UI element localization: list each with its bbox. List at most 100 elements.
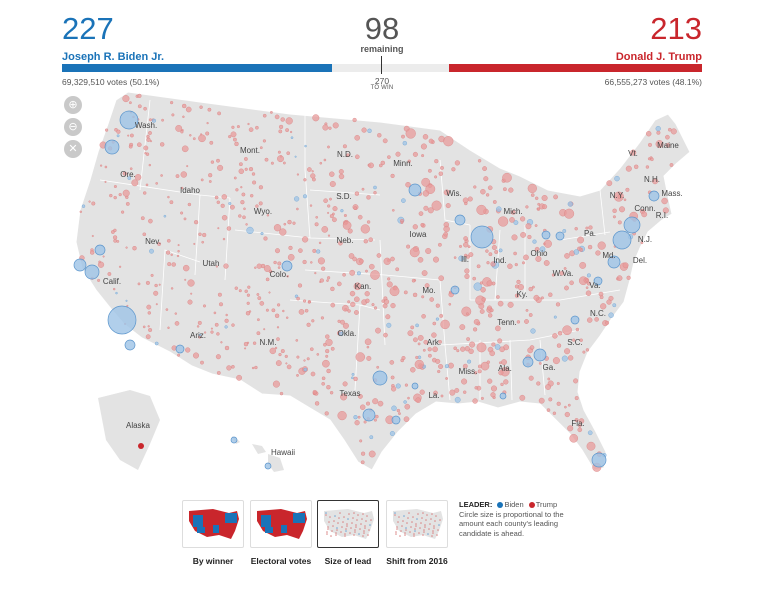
- county-circle: [417, 256, 424, 263]
- county-circle: [390, 375, 395, 380]
- thumbnail-county-dot: [328, 521, 330, 523]
- county-circle: [347, 228, 353, 234]
- view-option-label[interactable]: Electoral votes: [250, 556, 312, 566]
- view-option-electoral-votes[interactable]: [250, 500, 312, 548]
- county-circle: [292, 221, 296, 225]
- county-circle: [174, 321, 180, 326]
- county-circle: [373, 306, 378, 310]
- county-circle: [665, 134, 670, 140]
- zoom-out-icon[interactable]: ⊖: [64, 118, 82, 136]
- metro-circle: [499, 392, 507, 400]
- county-circle: [567, 201, 573, 207]
- view-option-by-winner[interactable]: [182, 500, 244, 548]
- county-circle: [279, 124, 284, 129]
- county-circle: [165, 308, 169, 311]
- county-circle: [539, 246, 546, 252]
- thumbnail-county-dot: [403, 515, 405, 517]
- county-circle: [479, 309, 485, 314]
- county-circle: [206, 121, 209, 125]
- county-circle: [226, 226, 232, 231]
- county-circle: [342, 144, 347, 149]
- county-circle: [271, 308, 276, 313]
- state-label: Pa.: [584, 229, 596, 238]
- county-circle: [548, 292, 553, 297]
- county-circle: [234, 286, 239, 290]
- metro-circle: [175, 344, 185, 354]
- county-circle: [458, 255, 465, 262]
- county-circle: [519, 394, 526, 401]
- county-circle: [360, 460, 365, 465]
- county-circle: [562, 325, 572, 336]
- county-circle: [353, 282, 362, 291]
- county-circle: [507, 263, 513, 269]
- county-circle: [646, 130, 652, 137]
- thumbnail-county-dot: [354, 531, 356, 533]
- county-circle: [461, 378, 468, 385]
- county-circle: [498, 370, 504, 376]
- county-circle: [467, 245, 471, 249]
- county-circle: [202, 304, 206, 308]
- view-option-label[interactable]: By winner: [192, 556, 234, 566]
- county-circle: [469, 341, 476, 348]
- thumbnail-county-dot: [398, 516, 400, 518]
- county-circle: [98, 260, 101, 264]
- county-circle: [295, 339, 299, 342]
- thumbnail-county-dot: [346, 523, 348, 525]
- county-circle: [464, 201, 468, 206]
- county-circle: [146, 304, 152, 310]
- county-lead-circles: [73, 93, 677, 472]
- county-circle: [487, 185, 493, 191]
- county-circle: [287, 253, 295, 261]
- county-circle: [224, 345, 230, 351]
- county-circle: [523, 254, 529, 261]
- thumbnail-county-dot: [396, 528, 398, 530]
- view-option-label[interactable]: Shift from 2016: [386, 556, 448, 566]
- county-circle: [520, 231, 526, 238]
- view-thumbnail-image: [257, 509, 307, 539]
- view-option-shift-from-2016[interactable]: [386, 500, 448, 548]
- county-circle: [217, 111, 222, 116]
- county-circle: [533, 294, 540, 301]
- county-circle: [557, 331, 563, 336]
- county-circle: [329, 391, 334, 395]
- remaining-count: 98: [364, 11, 400, 46]
- thumbnail-biden-area: [293, 513, 305, 523]
- view-option-label[interactable]: Size of lead: [324, 556, 372, 566]
- thumbnail-county-dot: [342, 521, 344, 523]
- county-circle: [228, 201, 232, 205]
- county-circle: [296, 296, 300, 301]
- state-label: Ariz.: [190, 331, 206, 340]
- county-circle: [322, 124, 329, 131]
- state-label: Miss.: [459, 367, 478, 376]
- county-circle: [339, 331, 344, 337]
- county-circle: [303, 178, 307, 182]
- county-circle: [463, 236, 468, 241]
- county-circle: [403, 290, 408, 295]
- zoom-in-icon[interactable]: ⊕: [64, 96, 82, 114]
- county-circle: [486, 261, 490, 265]
- thumbnail-county-dot: [362, 535, 364, 537]
- county-circle: [459, 244, 463, 248]
- county-circle: [177, 353, 181, 357]
- county-circle: [204, 331, 207, 334]
- county-circle: [158, 283, 161, 286]
- county-circle: [564, 411, 570, 418]
- county-circle: [247, 122, 250, 126]
- thumbnail-county-dot: [395, 531, 397, 533]
- county-circle: [112, 235, 118, 240]
- county-circle: [216, 370, 221, 375]
- metro-circle: [470, 225, 494, 249]
- thumbnail-county-dot: [353, 512, 355, 514]
- thumbnail-county-dot: [345, 528, 347, 530]
- county-circle: [448, 302, 452, 306]
- county-circle: [404, 403, 411, 410]
- county-circle: [258, 185, 263, 190]
- trump-legend-dot: [528, 502, 535, 509]
- county-circle: [514, 293, 520, 298]
- view-option-size-of-lead[interactable]: [317, 500, 379, 548]
- reset-icon[interactable]: ✕: [64, 140, 82, 158]
- county-circle: [532, 239, 537, 244]
- thumbnail-county-dot: [424, 526, 426, 528]
- county-circle: [99, 164, 103, 167]
